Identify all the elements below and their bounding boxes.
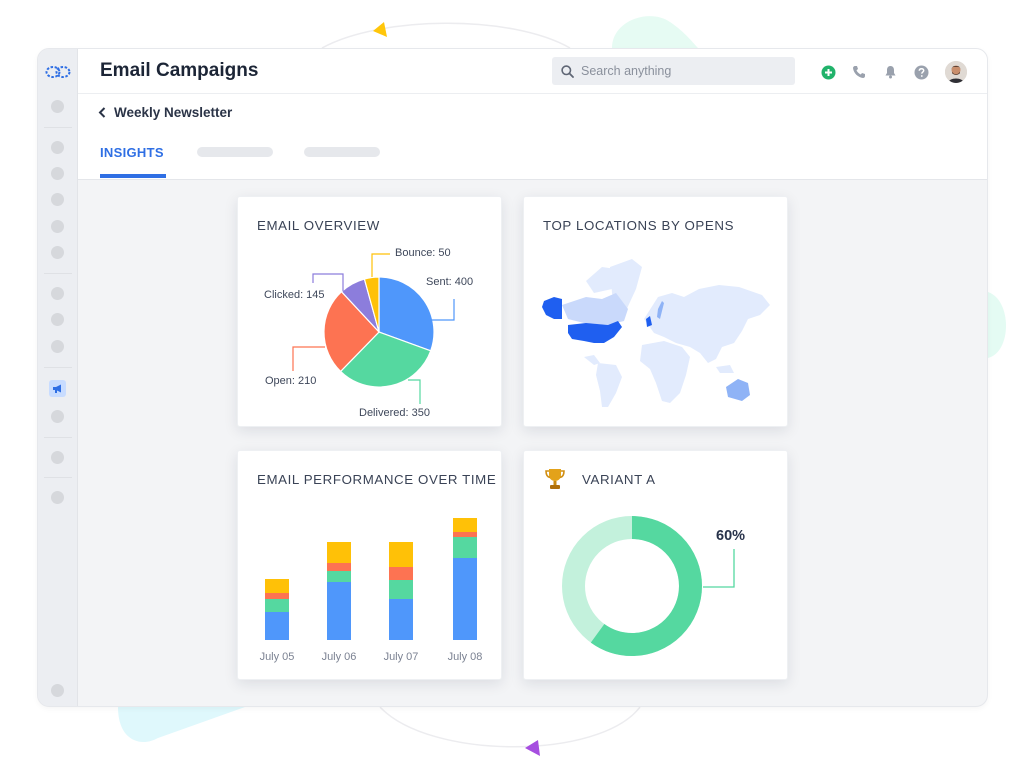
add-icon	[821, 65, 835, 79]
x-axis-label: July 06	[321, 651, 357, 663]
label-open: Open: 210	[265, 375, 317, 387]
tab-insights[interactable]: INSIGHTS	[100, 145, 164, 160]
bell-icon	[885, 66, 895, 79]
sidebar-divider	[44, 273, 72, 274]
sidebar-item-11[interactable]	[51, 451, 64, 464]
search-input[interactable]	[581, 64, 781, 78]
tab-placeholder-3[interactable]	[304, 147, 380, 157]
tab-insights-underline	[100, 174, 166, 178]
sidebar-item-6[interactable]	[51, 246, 64, 259]
label-delivered: Delivered: 350	[359, 407, 430, 419]
sidebar-item-2[interactable]	[51, 141, 64, 154]
sidebar-item-4[interactable]	[51, 193, 64, 206]
sub-header: Weekly Newsletter INSIGHTS	[78, 94, 987, 180]
avatar[interactable]	[945, 61, 967, 83]
top-locations-card: TOP LOCATIONS BY OPENS	[523, 196, 788, 427]
sidebar-item-3[interactable]	[51, 167, 64, 180]
email-overview-card: EMAIL OVERVIEW Sent: 400 Delivered: 350 …	[237, 196, 502, 427]
variant-percentage: 60%	[716, 528, 746, 544]
sidebar-divider	[44, 477, 72, 478]
card-title: EMAIL PERFORMANCE OVER TIME	[257, 472, 497, 487]
variant-donut-chart	[562, 516, 735, 656]
performance-bar-chart	[265, 518, 477, 640]
label-sent: Sent: 400	[426, 276, 474, 288]
bar-july-08	[453, 518, 477, 640]
sidebar-item-campaigns[interactable]	[49, 380, 66, 397]
label-bounce: Bounce: 50	[395, 247, 451, 259]
sidebar-divider	[44, 437, 72, 438]
x-axis-label: July 05	[259, 651, 295, 663]
page-title: Email Campaigns	[100, 60, 259, 81]
app-window: Email Campaigns	[37, 48, 988, 707]
notifications-button[interactable]	[881, 63, 899, 81]
pie-slice-delivered	[339, 331, 432, 388]
sidebar-item-9[interactable]	[51, 340, 64, 353]
trophy-icon	[545, 469, 565, 489]
phone-button[interactable]	[850, 63, 868, 81]
sidebar-item-10[interactable]	[51, 410, 64, 423]
sidebar-divider	[44, 127, 72, 128]
sidebar-item-5[interactable]	[51, 220, 64, 233]
email-performance-card: EMAIL PERFORMANCE OVER TIME	[237, 450, 502, 680]
logo-icon[interactable]	[45, 65, 71, 79]
tab-placeholder-2[interactable]	[197, 147, 273, 157]
sidebar-item-7[interactable]	[51, 287, 64, 300]
add-button[interactable]	[819, 63, 837, 81]
phone-icon	[853, 66, 865, 78]
search-icon	[561, 64, 574, 78]
back-link-label: Weekly Newsletter	[114, 105, 233, 120]
avatar-icon	[945, 61, 967, 83]
sidebar-item-bottom[interactable]	[51, 684, 64, 697]
card-title: EMAIL OVERVIEW	[257, 218, 380, 233]
email-overview-pie-chart	[292, 253, 455, 404]
sidebar-item-1[interactable]	[51, 100, 64, 113]
top-bar: Email Campaigns	[78, 49, 987, 94]
pie-slice-sent	[378, 276, 435, 352]
x-axis-label: July 07	[383, 651, 419, 663]
sidebar	[38, 49, 78, 706]
x-axis-label: July 08	[447, 651, 483, 663]
card-title: VARIANT A	[582, 472, 656, 487]
megaphone-icon	[53, 384, 61, 393]
sidebar-item-12[interactable]	[51, 491, 64, 504]
search-box[interactable]	[552, 57, 795, 85]
label-clicked: Clicked: 145	[264, 289, 325, 301]
help-button[interactable]	[912, 63, 930, 81]
card-title: TOP LOCATIONS BY OPENS	[543, 218, 735, 233]
pie-slice-open	[323, 290, 380, 373]
header-actions	[819, 61, 967, 83]
variant-a-card: VARIANT A 60%	[523, 450, 788, 680]
pie-slice-bounce	[363, 276, 380, 333]
chevron-left-icon	[98, 107, 106, 118]
sidebar-item-8[interactable]	[51, 313, 64, 326]
donut-value	[562, 516, 702, 656]
bar-july-05	[265, 579, 289, 640]
help-icon	[914, 65, 928, 79]
world-map	[542, 259, 770, 407]
back-link[interactable]: Weekly Newsletter	[98, 105, 232, 120]
bar-july-07	[389, 542, 413, 640]
bar-july-06	[327, 542, 351, 640]
sidebar-divider	[44, 367, 72, 368]
